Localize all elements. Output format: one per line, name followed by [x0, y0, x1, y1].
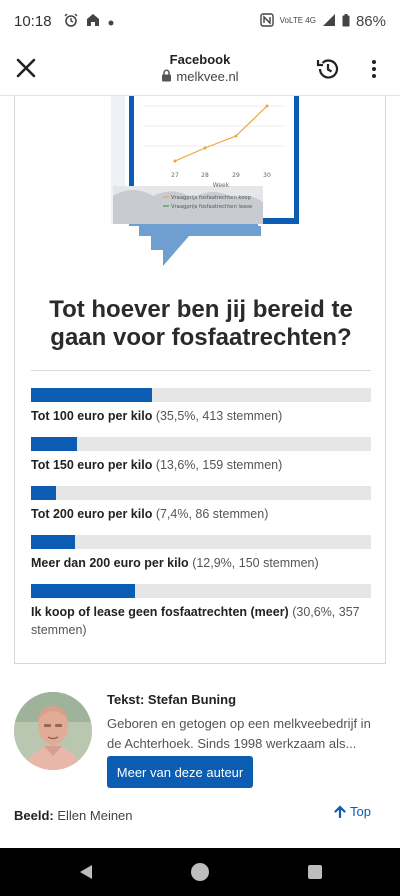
battery-icon	[342, 13, 350, 30]
poll-bar-track	[31, 584, 371, 598]
nfc-icon	[259, 12, 274, 30]
lock-icon	[161, 69, 172, 85]
x-tick: 29	[232, 172, 240, 179]
status-right: VoLTE 4G 86%	[259, 12, 386, 30]
home-button[interactable]	[191, 863, 209, 881]
history-button[interactable]	[315, 56, 341, 82]
poll-bar-fill	[31, 535, 75, 549]
option-detail: (7,4%, 86 stemmen)	[155, 507, 269, 521]
option-detail: (13,6%, 159 stemmen)	[155, 458, 283, 472]
credit-value: Ellen Meinen	[57, 808, 133, 823]
status-time: 10:18	[14, 12, 52, 30]
poll-bar-fill	[31, 584, 136, 598]
poll-question: Tot hoever ben jij bereid te gaan voor f…	[49, 296, 353, 351]
back-triangle-icon	[80, 865, 92, 879]
poll-option-label: Tot 200 euro per kilo (7,4%, 86 stemmen)	[31, 505, 371, 523]
top-link-text: Top	[350, 804, 371, 819]
browser-app-bar: Facebook melkvee.nl	[0, 42, 400, 96]
author-avatar	[14, 692, 92, 770]
poll-bar-track	[31, 388, 371, 402]
author-name: Tekst: Stefan Buning	[107, 692, 237, 707]
poll-bar-track	[31, 486, 371, 500]
option-text: Meer dan 200 euro per kilo	[31, 556, 189, 570]
poll-bar-track	[31, 437, 371, 451]
option-text: Ik koop of lease geen fosfaatrechten (me…	[31, 605, 289, 619]
poll-bar-fill	[31, 437, 78, 451]
poll-option-label: Tot 150 euro per kilo (13,6%, 159 stemme…	[31, 456, 371, 474]
poll-option-label: Meer dan 200 euro per kilo (12,9%, 150 s…	[31, 554, 371, 572]
poll-bar-fill	[31, 486, 57, 500]
author-bio: Geboren en getogen op een melkveebedrijf…	[107, 716, 371, 751]
x-tick: 27	[171, 172, 179, 179]
x-tick: 28	[201, 172, 209, 179]
close-button[interactable]	[12, 54, 40, 82]
option-detail: (30,6%, 357 stemmen)	[31, 605, 360, 637]
arrow-up-icon	[334, 805, 346, 818]
back-button[interactable]	[78, 864, 94, 885]
legend-entry: Vraagprijs fosfaatrechten koop	[171, 195, 252, 201]
credit-label: Beeld:	[14, 808, 54, 823]
option-detail: (12,9%, 150 stemmen)	[192, 556, 319, 570]
poll-option-label: Tot 100 euro per kilo (35,5%, 413 stemme…	[31, 407, 371, 425]
poll-option-label: Ik koop of lease geen fosfaatrechten (me…	[31, 603, 371, 639]
poll-option: Tot 100 euro per kilo (35,5%, 413 stemme…	[31, 388, 371, 425]
option-text: Tot 150 euro per kilo	[31, 458, 153, 472]
battery-level: 86%	[355, 12, 386, 30]
more-menu-button[interactable]	[364, 56, 384, 82]
poll-card: 27 28 29 30 Week Vraagprijs fosfaatrecht…	[14, 96, 386, 664]
x-tick: 30	[263, 172, 271, 179]
more-from-author-button[interactable]: Meer van deze auteur	[107, 756, 253, 788]
poll-option: Meer dan 200 euro per kilo (12,9%, 150 s…	[31, 535, 371, 572]
author-block: Tekst: Stefan Buning Geboren en getogen …	[14, 692, 386, 802]
poll-option: Ik koop of lease geen fosfaatrechten (me…	[31, 584, 371, 639]
network-label: VoLTE 4G	[279, 16, 316, 25]
recent-apps-button[interactable]	[308, 865, 322, 879]
dot-icon	[108, 13, 114, 29]
url-text: melkvee.nl	[176, 69, 239, 84]
option-detail: (35,5%, 413 stemmen)	[155, 409, 283, 423]
more-vertical-icon	[372, 60, 376, 78]
title-block: Facebook melkvee.nl	[100, 52, 300, 85]
url-display[interactable]: melkvee.nl	[100, 69, 300, 85]
poll-option: Tot 200 euro per kilo (7,4%, 86 stemmen)	[31, 486, 371, 523]
system-nav-bar	[0, 848, 400, 896]
poll-bar-fill	[31, 388, 152, 402]
app-title: Facebook	[169, 52, 231, 67]
x-axis-label: Week	[213, 182, 230, 189]
poll-bar-track	[31, 535, 371, 549]
option-text: Tot 100 euro per kilo	[31, 409, 153, 423]
divider	[31, 370, 371, 371]
home-icon	[86, 13, 100, 30]
status-bar: 10:18 VoLTE 4G 86%	[0, 0, 400, 42]
signal-icon	[322, 13, 336, 30]
image-credit: Beeld: Ellen Meinen	[14, 808, 133, 823]
back-to-top-link[interactable]: Top	[334, 804, 371, 819]
poll-illustration: 27 28 29 30 Week Vraagprijs fosfaatrecht…	[103, 96, 303, 286]
option-text: Tot 200 euro per kilo	[31, 507, 153, 521]
history-icon	[316, 59, 339, 79]
legend-entry: Vraagprijs fosfaatrechten lease	[171, 204, 252, 210]
page-content[interactable]: 27 28 29 30 Week Vraagprijs fosfaatrecht…	[0, 96, 400, 848]
alarm-icon	[64, 13, 78, 30]
poll-option: Tot 150 euro per kilo (13,6%, 159 stemme…	[31, 437, 371, 474]
close-icon	[16, 58, 36, 78]
